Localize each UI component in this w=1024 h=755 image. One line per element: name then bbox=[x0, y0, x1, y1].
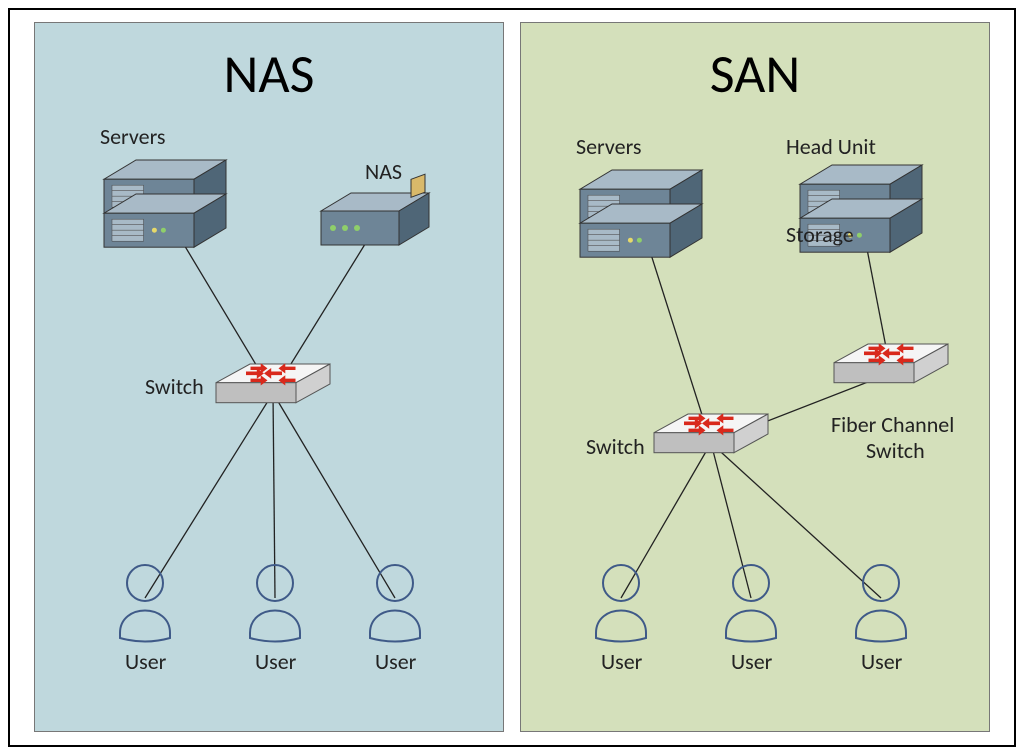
servers-label: Servers bbox=[576, 133, 642, 160]
nas-device-label: NAS bbox=[365, 158, 402, 185]
switch-label: Switch bbox=[586, 433, 645, 460]
fc-switch-label-1: Fiber Channel bbox=[831, 411, 954, 438]
san-panel: SAN Servers Head Unit Storage Switch Fib… bbox=[520, 22, 990, 732]
nas-device-icon bbox=[316, 188, 444, 267]
servers-label: Servers bbox=[100, 123, 166, 150]
switch-label: Switch bbox=[145, 373, 204, 400]
head-unit-label: Head Unit bbox=[786, 133, 876, 160]
user-label: User bbox=[125, 648, 166, 675]
diagram-frame: NAS Servers NAS Switch User User User SA… bbox=[8, 8, 1016, 747]
fc-switch-label-2: Switch bbox=[866, 437, 925, 464]
switch-icon bbox=[211, 359, 335, 423]
head-unit-icon bbox=[795, 160, 927, 270]
user-icon bbox=[105, 553, 185, 643]
servers-icon bbox=[575, 165, 707, 275]
fiber-channel-switch-icon bbox=[829, 339, 953, 403]
user-label: User bbox=[731, 648, 772, 675]
user-label: User bbox=[375, 648, 416, 675]
servers-icon bbox=[99, 155, 231, 265]
switch-icon bbox=[649, 409, 773, 473]
user-icon bbox=[355, 553, 435, 643]
user-icon bbox=[581, 553, 661, 643]
user-icon bbox=[235, 553, 315, 643]
user-label: User bbox=[601, 648, 642, 675]
storage-label: Storage bbox=[786, 221, 854, 248]
user-label: User bbox=[255, 648, 296, 675]
nas-panel: NAS Servers NAS Switch User User User bbox=[34, 22, 504, 732]
user-icon bbox=[841, 553, 921, 643]
user-label: User bbox=[861, 648, 902, 675]
user-icon bbox=[711, 553, 791, 643]
